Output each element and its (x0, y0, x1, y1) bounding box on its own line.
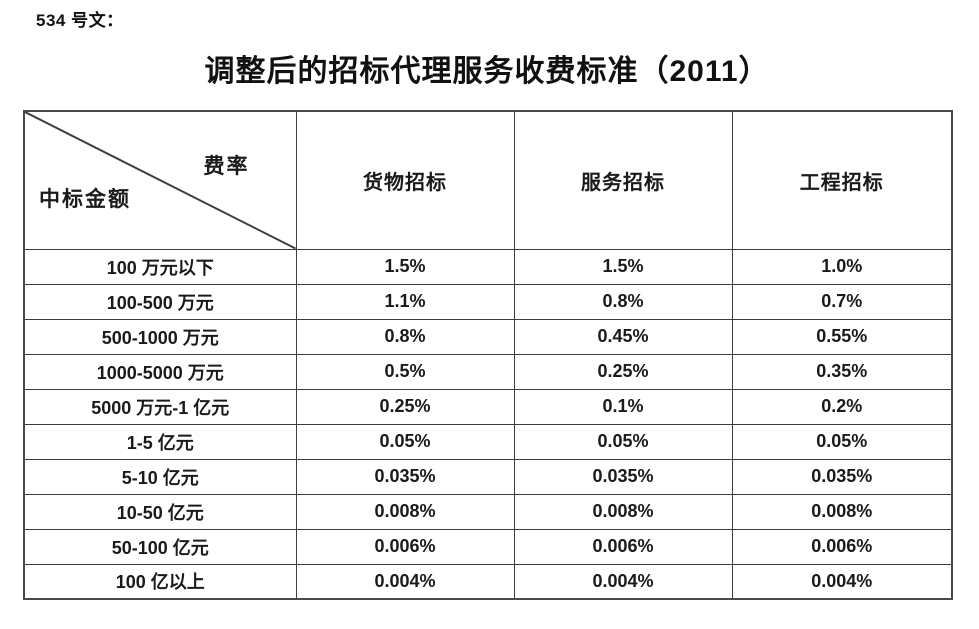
fee-value: 0.035% (731, 458, 953, 495)
fee-value: 0.006% (731, 528, 953, 565)
diagonal-divider-line (25, 112, 296, 249)
fee-value: 0.006% (295, 528, 515, 565)
fee-value: 0.55% (731, 318, 953, 355)
row-label: 100-500 万元 (23, 283, 297, 320)
fee-value: 0.004% (731, 563, 953, 600)
column-header-goods-tender: 货物招标 (295, 110, 515, 250)
table-row: 100-500 万元 1.1% 0.8% 0.7% (23, 283, 953, 320)
fee-value: 0.1% (513, 388, 733, 425)
fee-value: 0.035% (295, 458, 515, 495)
fee-value: 0.2% (731, 388, 953, 425)
fee-value: 1.0% (731, 248, 953, 285)
row-label: 500-1000 万元 (23, 318, 297, 355)
table-row: 5000 万元-1 亿元 0.25% 0.1% 0.2% (23, 388, 953, 425)
table-row: 100 亿以上 0.004% 0.004% 0.004% (23, 563, 953, 600)
table-row: 100 万元以下 1.5% 1.5% 1.0% (23, 248, 953, 285)
corner-label-rate: 费率 (203, 155, 250, 178)
row-label: 50-100 亿元 (23, 528, 297, 565)
row-label: 5-10 亿元 (23, 458, 297, 495)
fee-value: 0.008% (295, 493, 515, 530)
corner-header-cell: 费率 中标金额 (23, 110, 297, 250)
column-header-works-tender: 工程招标 (731, 110, 953, 250)
page-title: 调整后的招标代理服务收费标准（2011） (204, 55, 770, 88)
row-label: 1-5 亿元 (23, 423, 297, 460)
fee-value: 0.35% (731, 353, 953, 390)
fee-value: 0.004% (513, 563, 733, 600)
table-row: 5-10 亿元 0.035% 0.035% 0.035% (23, 458, 953, 495)
row-label: 100 万元以下 (23, 248, 297, 285)
fee-value: 0.8% (295, 318, 515, 355)
fee-value: 0.008% (731, 493, 953, 530)
row-label: 100 亿以上 (23, 563, 297, 600)
fee-value: 0.45% (513, 318, 733, 355)
fee-value: 0.05% (513, 423, 733, 460)
row-label: 1000-5000 万元 (23, 353, 297, 390)
fee-value: 0.035% (513, 458, 733, 495)
fee-value: 0.008% (513, 493, 733, 530)
fee-value: 1.1% (295, 283, 515, 320)
fee-value: 0.7% (731, 283, 953, 320)
fee-value: 0.25% (513, 353, 733, 390)
fee-value: 1.5% (513, 248, 733, 285)
table-row: 50-100 亿元 0.006% 0.006% 0.006% (23, 528, 953, 565)
fee-value: 0.05% (295, 423, 515, 460)
table-header-row: 费率 中标金额 货物招标 服务招标 工程招标 (23, 110, 953, 250)
row-label: 10-50 亿元 (23, 493, 297, 530)
fee-value: 0.8% (513, 283, 733, 320)
fee-value: 0.004% (295, 563, 515, 600)
table-row: 1000-5000 万元 0.5% 0.25% 0.35% (23, 353, 953, 390)
fee-value: 0.05% (731, 423, 953, 460)
fee-value: 0.5% (295, 353, 515, 390)
fee-table: 费率 中标金额 货物招标 服务招标 工程招标 100 万元以下 1.5% 1.5… (23, 110, 953, 600)
row-label: 5000 万元-1 亿元 (23, 388, 297, 425)
table-row: 1-5 亿元 0.05% 0.05% 0.05% (23, 423, 953, 460)
fee-value: 0.25% (295, 388, 515, 425)
column-header-service-tender: 服务招标 (513, 110, 733, 250)
corner-label-bid-amount: 中标金额 (39, 187, 131, 211)
table-row: 10-50 亿元 0.008% 0.008% 0.008% (23, 493, 953, 530)
fee-value: 0.006% (513, 528, 733, 565)
table-row: 500-1000 万元 0.8% 0.45% 0.55% (23, 318, 953, 355)
fee-value: 1.5% (295, 248, 515, 285)
doc-number: 534 号文： (36, 11, 124, 30)
